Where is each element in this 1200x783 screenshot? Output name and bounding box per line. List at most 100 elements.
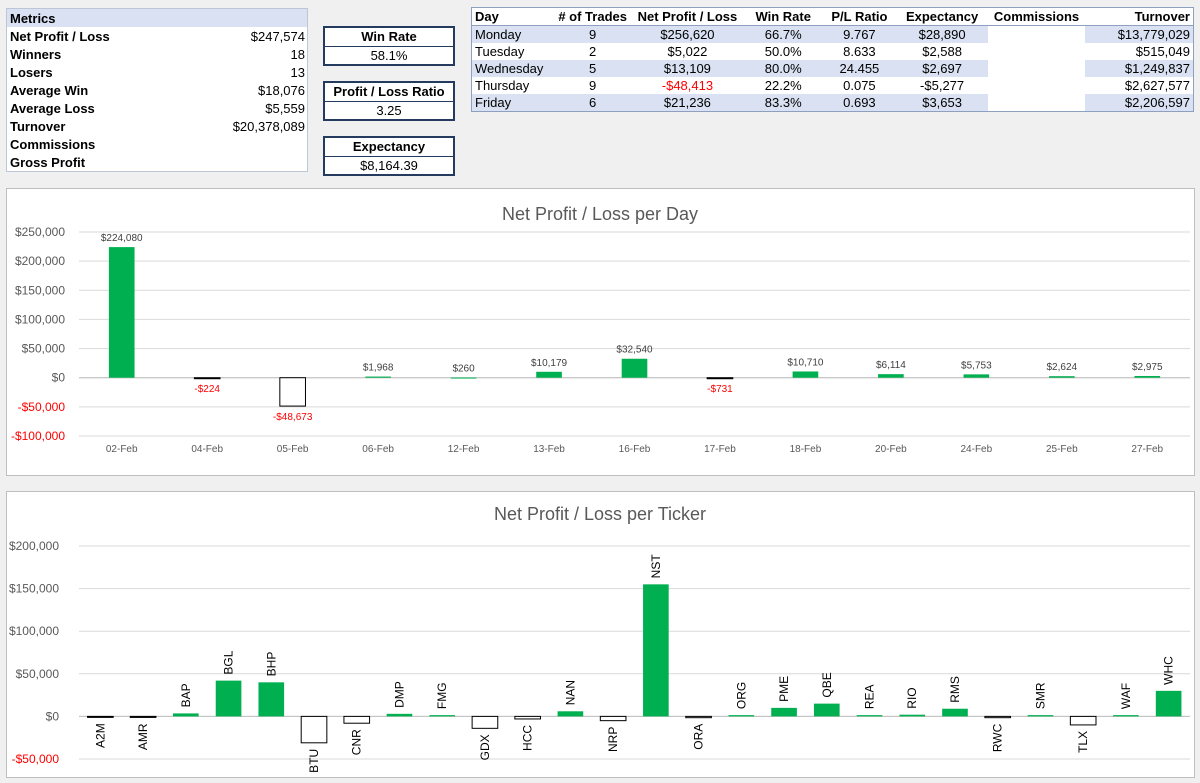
ticker-label: BAP: [179, 683, 193, 707]
day-table-cell: $2,627,577: [1124, 78, 1190, 93]
metrics-row: Gross Profit: [7, 153, 307, 171]
day-table-cell: Thursday: [475, 78, 530, 93]
day-table-cell: $28,890: [895, 25, 989, 43]
metric-label: Winners: [10, 46, 62, 62]
x-tick-label: 12-Feb: [448, 444, 480, 455]
metrics-row: Commissions: [7, 135, 307, 153]
win-rate-value: 58.1%: [370, 48, 408, 63]
metrics-row: Average Win $18,076: [7, 81, 307, 99]
chart-title: Net Profit / Loss per Day: [502, 204, 698, 224]
pl-ratio-value: 3.25: [376, 103, 402, 118]
day-table-cell: Monday: [471, 25, 554, 43]
day-table-cell: [988, 25, 1085, 43]
ticker-label: RWC: [991, 723, 1005, 752]
y-tick-label: -$50,000: [12, 752, 60, 766]
day-table-cell: [988, 60, 1085, 77]
day-table-cell: $2,588: [922, 44, 962, 59]
day-summary-table: Day # of Trades Net Profit / Loss Win Rate P…: [471, 7, 1194, 112]
metrics-row: Net Profit / Loss $247,574: [7, 27, 307, 45]
bar: [279, 377, 306, 407]
day-table-cell: 9: [554, 25, 632, 43]
data-label: $2,624: [1047, 362, 1078, 373]
ticker-label: GDX: [478, 734, 492, 760]
x-tick-label: 13-Feb: [533, 444, 565, 455]
metric-label: Gross Profit: [10, 154, 86, 170]
day-table-header-cell: P/L Ratio: [822, 7, 896, 26]
bar: [258, 682, 285, 717]
bar: [1069, 715, 1097, 726]
bar: [685, 715, 712, 719]
bar: [386, 713, 413, 717]
ticker-label: RIO: [905, 687, 919, 708]
day-table-header-cell: Day: [471, 7, 554, 26]
y-tick-label: $250,000: [15, 225, 65, 239]
metric-label: Net Profit / Loss: [10, 28, 110, 44]
y-tick-label: $200,000: [9, 539, 59, 553]
y-tick-label: $100,000: [9, 624, 59, 638]
y-tick-label: -$100,000: [11, 429, 65, 443]
data-label: $2,975: [1132, 362, 1163, 373]
metrics-row: Losers 13: [7, 63, 307, 81]
metric-label: Average Win: [10, 82, 89, 98]
bar: [643, 584, 669, 717]
metric-value: $20,378,089: [232, 118, 305, 134]
ticker-label: REA: [863, 684, 877, 709]
day-table-cell: 6: [554, 94, 632, 112]
metric-label: Average Loss: [10, 100, 95, 116]
metric-value: $247,574: [250, 28, 305, 44]
day-table-row: Monday 9 $256,620 66.7% 9.767 $28,890 $13,779,…: [471, 25, 1194, 43]
day-table-cell: $21,236: [631, 94, 744, 112]
y-tick-label: $150,000: [15, 283, 65, 297]
x-tick-label: 25-Feb: [1046, 444, 1078, 455]
bar: [514, 715, 541, 720]
y-tick-label: $50,000: [22, 342, 66, 356]
day-table-header-cell: Expectancy: [895, 7, 989, 26]
data-label: $10,179: [531, 358, 568, 369]
metric-value: 13: [290, 64, 305, 80]
y-tick-label: $0: [46, 709, 60, 723]
bar: [1048, 376, 1075, 378]
bar: [963, 374, 990, 378]
metrics-table: Metrics Net Profit / Loss $247,574 Winners…: [6, 8, 308, 172]
x-tick-label: 04-Feb: [191, 444, 223, 455]
day-table-cell: $256,620: [631, 25, 744, 43]
bar: [193, 377, 221, 380]
bar: [899, 714, 926, 717]
data-label: -$224: [194, 384, 220, 395]
ticker-label: AMR: [136, 723, 150, 750]
day-table-cell: 83.3%: [743, 94, 823, 112]
day-table-cell: $1,249,837: [1084, 60, 1194, 77]
bar: [942, 708, 968, 717]
day-table-header-cell: Net Profit / Loss: [631, 7, 744, 26]
day-table-row: Thursday 9 -$48,413 22.2% 0.075 -$5,277 $2,627…: [472, 77, 1194, 94]
day-table-row: Tuesday 2 $5,022 50.0% 8.633 $2,588 $515,049: [472, 43, 1194, 60]
day-table-cell: $5,022: [667, 44, 708, 59]
y-tick-label: $200,000: [15, 254, 65, 268]
ticker-label: ORG: [734, 682, 748, 709]
x-tick-label: 20-Feb: [875, 444, 907, 455]
bar: [365, 376, 391, 378]
bar: [471, 715, 499, 729]
pl-ratio-box: Profit / Loss Ratio 3.25: [323, 81, 455, 121]
day-table-header-row: Day # of Trades Net Profit / Loss Win Rate P…: [471, 7, 1194, 26]
day-table-cell: -$5,277: [920, 78, 965, 93]
data-label: $260: [452, 364, 475, 375]
metric-value: $5,559: [265, 100, 305, 116]
day-table-cell: 8.633: [843, 44, 876, 59]
metrics-row: Average Loss $5,559: [7, 99, 307, 117]
day-table-cell: 9.767: [822, 25, 896, 43]
data-label: -$731: [707, 384, 733, 395]
data-label: $6,114: [876, 360, 906, 371]
data-label: $10,710: [787, 357, 824, 368]
ticker-label: DMP: [392, 681, 406, 708]
y-tick-label: $150,000: [9, 582, 59, 596]
day-table-cell: $2,206,597: [1084, 94, 1194, 112]
y-tick-label: $0: [52, 371, 66, 385]
daily-pl-chart: Net Profit / Loss per Day $250,000 $200,00…: [6, 188, 1195, 476]
data-label: $32,540: [616, 345, 653, 356]
day-table-cell: Tuesday: [475, 44, 525, 59]
day-table-cell: 5: [554, 60, 632, 77]
bar: [621, 358, 648, 378]
bar: [1134, 375, 1161, 378]
ticker-label: CNR: [350, 729, 364, 755]
